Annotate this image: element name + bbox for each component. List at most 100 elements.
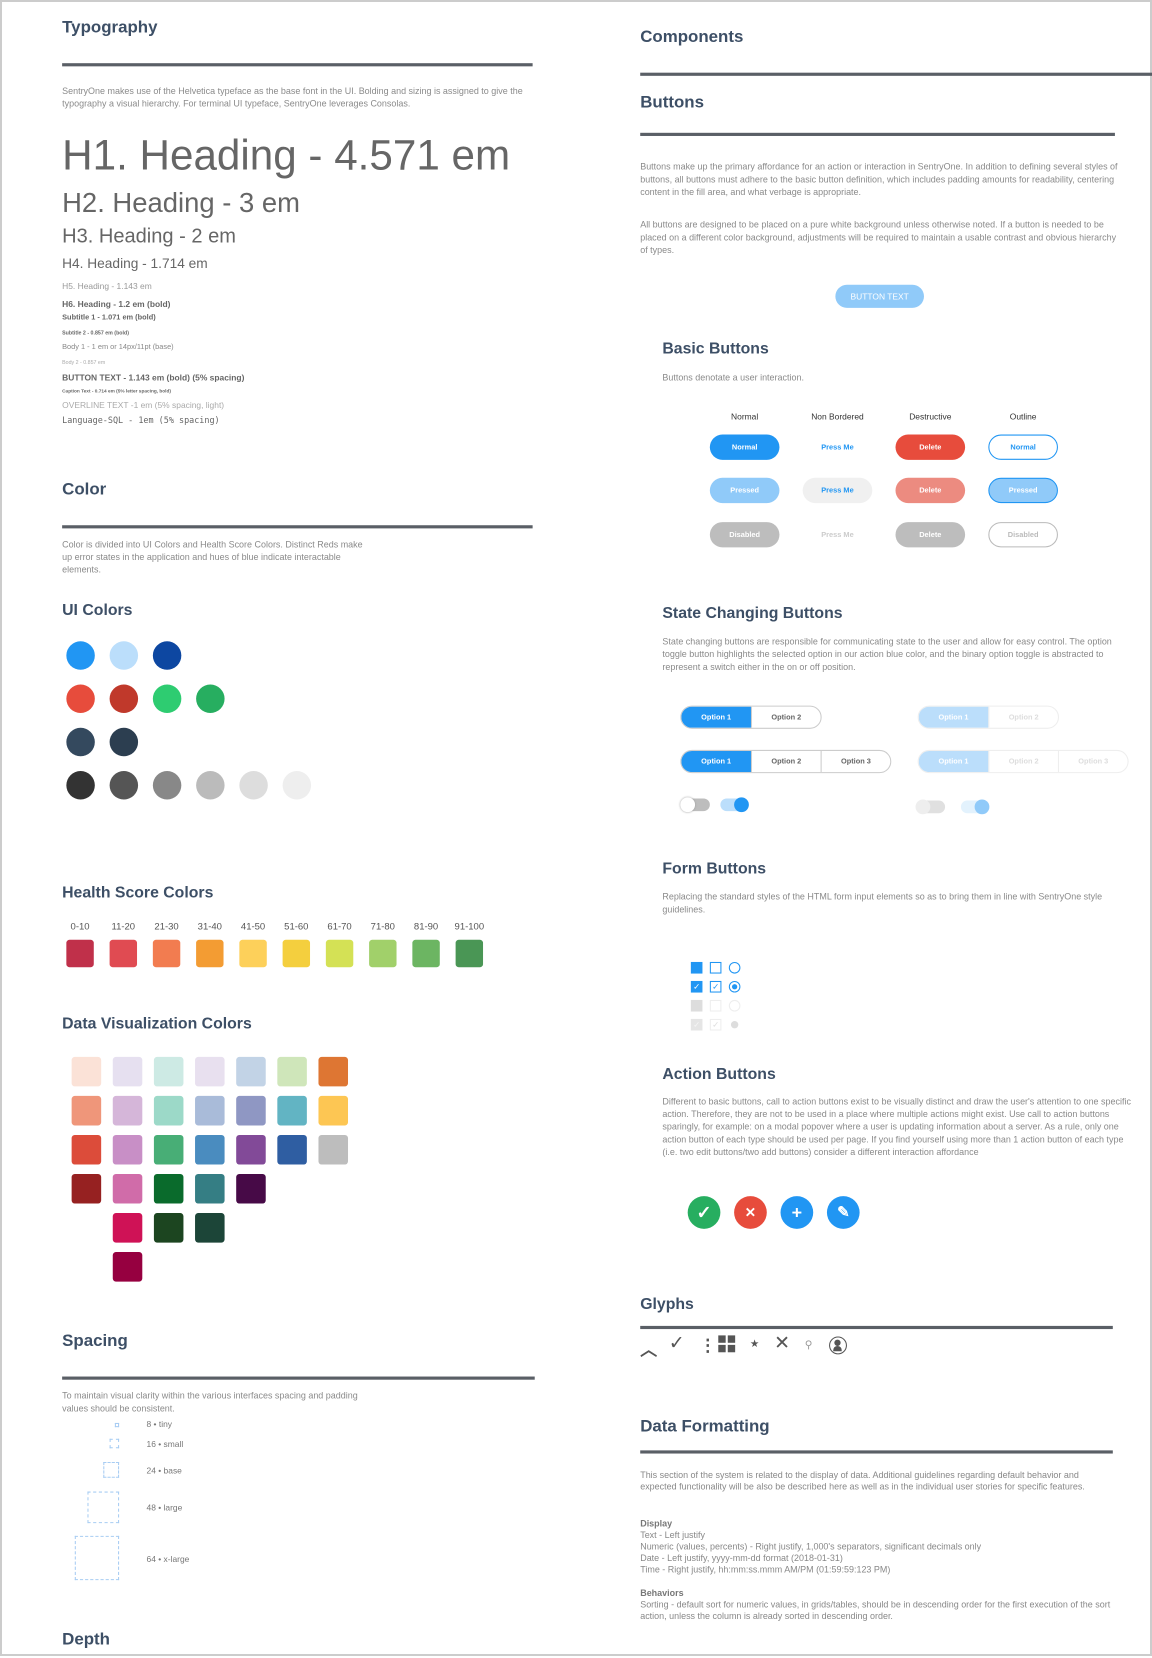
- body1-sample: Body 1 - 1 em or 14px/11pt (base): [62, 343, 174, 352]
- health-colors-title: Health Score Colors: [62, 883, 214, 902]
- option-2[interactable]: Option 2: [750, 750, 821, 773]
- ui-color-swatch: [109, 727, 139, 757]
- display-rule: Numeric (values, percents) - Right justi…: [640, 1541, 982, 1552]
- display-title: Display: [640, 1517, 673, 1529]
- ui-color-swatch: [152, 771, 182, 800]
- normal-button[interactable]: Normal: [709, 434, 780, 460]
- spacing-title: Spacing: [62, 1332, 128, 1351]
- color-paragraph: Color is divided into UI Colors and Heal…: [62, 538, 363, 575]
- checkbox-disabled: [690, 999, 703, 1012]
- h6-sample: H6. Heading - 1.2 em (bold): [62, 299, 171, 309]
- destructive-button-pressed[interactable]: Delete: [895, 477, 966, 504]
- option-3[interactable]: Option 3: [820, 750, 891, 773]
- column-header: Destructive: [909, 412, 952, 422]
- basic-buttons-desc: Buttons denotate a user interaction.: [662, 372, 804, 383]
- display-rule: Date - Left justify, yyyy-mm-dd format (…: [640, 1552, 843, 1564]
- divider: [640, 1450, 1113, 1454]
- divider: [62, 1376, 535, 1380]
- buttons-paragraph-2: All buttons are designed to be placed on…: [640, 219, 1117, 256]
- dataviz-color-swatch: [318, 1095, 349, 1126]
- switch-on[interactable]: [720, 797, 749, 813]
- add-action-button[interactable]: +: [780, 1196, 814, 1229]
- subtitle2-sample: Subtitle 2 - 0.857 em (bold): [62, 330, 129, 337]
- switch-on-disabled: [960, 799, 990, 815]
- dataviz-color-swatch: [112, 1134, 143, 1165]
- radio-checked[interactable]: [728, 980, 741, 993]
- option-1[interactable]: Option 1: [681, 706, 751, 728]
- health-range-label: 31-40: [197, 920, 222, 932]
- ui-colors-title: UI Colors: [62, 601, 133, 620]
- dataviz-color-swatch: [195, 1095, 225, 1126]
- dataviz-color-swatch: [153, 1134, 184, 1165]
- checkbox-unchecked[interactable]: [709, 961, 722, 974]
- destructive-button[interactable]: Delete: [895, 434, 966, 460]
- buttons-paragraph-1: Buttons make up the primary affordance f…: [640, 161, 1118, 198]
- outline-button-pressed[interactable]: Pressed: [988, 477, 1058, 504]
- check-icon: ✓: [668, 1332, 685, 1354]
- option-toggle-2-disabled: Option 1 Option 2: [917, 705, 1060, 729]
- confirm-action-button[interactable]: ✓: [687, 1196, 721, 1229]
- option-toggle-2[interactable]: Option 1 Option 2: [680, 705, 822, 729]
- health-color-swatch: [455, 939, 484, 968]
- outline-button[interactable]: Normal: [988, 434, 1058, 460]
- checkbox-filled[interactable]: [690, 961, 703, 974]
- state-buttons-desc: State changing buttons are responsible f…: [662, 635, 1112, 672]
- close-icon: ✕: [774, 1332, 791, 1354]
- color-title: Color: [62, 480, 107, 499]
- ui-color-swatch: [66, 727, 95, 757]
- typography-paragraph: SentryOne makes use of the Helvetica typ…: [62, 85, 523, 109]
- divider: [640, 1325, 1113, 1330]
- spacing-box-xlarge: [74, 1535, 120, 1581]
- dataviz-color-swatch: [195, 1056, 225, 1087]
- pencil-icon: ✎: [837, 1203, 850, 1221]
- body2-sample: Body 2 - 0.857 em: [62, 359, 106, 366]
- behaviors-title: Behaviors: [640, 1587, 684, 1599]
- divider: [62, 525, 533, 529]
- health-range-label: 41-50: [240, 920, 266, 932]
- health-range-label: 61-70: [327, 920, 352, 932]
- spacing-label: 24 • base: [146, 1466, 182, 1476]
- ui-color-swatch: [196, 684, 225, 714]
- button-text-sample: BUTTON TEXT - 1.143 em (bold) (5% spacin…: [62, 373, 245, 383]
- option-1[interactable]: Option 1: [681, 750, 751, 773]
- search-icon: ⚲: [804, 1339, 813, 1352]
- depth-title: Depth: [62, 1630, 110, 1649]
- action-buttons-desc: Different to basic buttons, call to acti…: [662, 1095, 1131, 1158]
- spacing-paragraph: To maintain visual clarity within the va…: [62, 1390, 358, 1414]
- non-bordered-button-pressed[interactable]: Press Me: [802, 477, 873, 504]
- h4-sample: H4. Heading - 1.714 em: [62, 255, 208, 271]
- radio-unchecked[interactable]: [728, 961, 741, 974]
- health-range-label: 71-80: [370, 920, 395, 932]
- dataviz-color-swatch: [153, 1095, 184, 1126]
- spacing-box-tiny: [114, 1422, 120, 1428]
- option-1: Option 1: [918, 706, 989, 728]
- health-color-swatch: [66, 939, 94, 968]
- edit-action-button[interactable]: ✎: [826, 1196, 860, 1229]
- delete-action-button[interactable]: ✕: [734, 1196, 767, 1229]
- dataviz-color-swatch: [236, 1134, 266, 1165]
- h2-sample: H2. Heading - 3 em: [62, 186, 300, 219]
- dataviz-color-swatch: [277, 1095, 307, 1126]
- option-toggle-3-disabled: Option 1 Option 2 Option 3: [917, 749, 1129, 774]
- dataviz-color-swatch: [71, 1173, 102, 1204]
- option-2[interactable]: Option 2: [750, 706, 821, 728]
- spacing-label: 8 • tiny: [146, 1419, 173, 1430]
- option-toggle-3[interactable]: Option 1 Option 2 Option 3: [680, 749, 892, 774]
- ui-color-swatch: [109, 684, 139, 714]
- kebab-icon: ⋮: [699, 1337, 717, 1356]
- dataviz-color-swatch: [236, 1095, 266, 1126]
- behavior-rule: Sorting - default sort for numeric value…: [640, 1599, 1111, 1622]
- health-color-swatch: [369, 939, 397, 968]
- dataviz-color-swatch: [277, 1134, 307, 1165]
- typography-title: Typography: [62, 18, 158, 37]
- switch-off[interactable]: [680, 797, 710, 813]
- non-bordered-button[interactable]: Press Me: [821, 443, 854, 451]
- normal-button-pressed[interactable]: Pressed: [709, 477, 780, 504]
- dataviz-color-swatch: [112, 1056, 143, 1087]
- health-color-swatch: [109, 939, 138, 968]
- checkbox-checked[interactable]: ✓: [690, 980, 703, 993]
- dataviz-color-swatch: [318, 1134, 349, 1165]
- spacing-label: 16 • small: [146, 1439, 184, 1450]
- checkbox-checked-outline[interactable]: ✓: [709, 980, 722, 993]
